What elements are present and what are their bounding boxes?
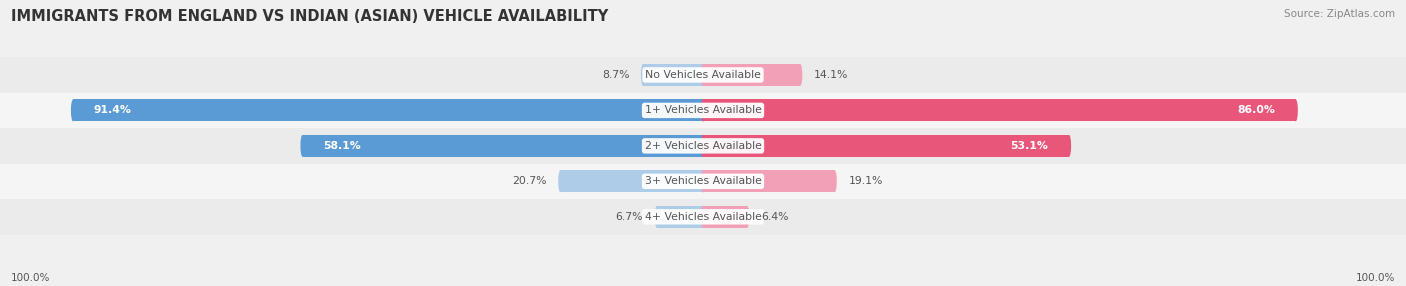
Circle shape — [700, 64, 706, 86]
Circle shape — [832, 170, 837, 192]
Circle shape — [700, 100, 706, 121]
Circle shape — [799, 64, 803, 86]
Text: 53.1%: 53.1% — [1011, 141, 1049, 151]
Circle shape — [641, 64, 645, 86]
Circle shape — [700, 206, 706, 228]
Circle shape — [655, 206, 659, 228]
Text: 19.1%: 19.1% — [848, 176, 883, 186]
Bar — [561, 170, 703, 192]
Text: 4+ Vehicles Available: 4+ Vehicles Available — [644, 212, 762, 222]
Bar — [657, 206, 703, 228]
Text: No Vehicles Available: No Vehicles Available — [645, 70, 761, 80]
Text: 20.7%: 20.7% — [512, 176, 547, 186]
Circle shape — [70, 100, 75, 121]
Bar — [302, 135, 703, 157]
Bar — [0, 199, 1406, 235]
Circle shape — [1294, 100, 1298, 121]
Bar — [703, 206, 747, 228]
Circle shape — [745, 206, 749, 228]
Bar — [703, 135, 1069, 157]
Text: 58.1%: 58.1% — [323, 141, 361, 151]
Circle shape — [700, 135, 706, 157]
Text: 100.0%: 100.0% — [1355, 273, 1395, 283]
Circle shape — [700, 206, 706, 228]
Bar — [0, 128, 1406, 164]
Bar — [0, 57, 1406, 93]
Bar — [0, 93, 1406, 128]
Text: 3+ Vehicles Available: 3+ Vehicles Available — [644, 176, 762, 186]
Circle shape — [301, 135, 305, 157]
Bar — [703, 170, 835, 192]
Text: 2+ Vehicles Available: 2+ Vehicles Available — [644, 141, 762, 151]
Text: 100.0%: 100.0% — [11, 273, 51, 283]
Bar — [73, 100, 703, 121]
Bar — [703, 64, 800, 86]
Circle shape — [700, 170, 706, 192]
Circle shape — [700, 64, 706, 86]
Text: 6.4%: 6.4% — [761, 212, 789, 222]
Circle shape — [558, 170, 562, 192]
Text: 14.1%: 14.1% — [814, 70, 848, 80]
Text: 8.7%: 8.7% — [602, 70, 630, 80]
Text: 6.7%: 6.7% — [616, 212, 643, 222]
Bar — [643, 64, 703, 86]
Text: IMMIGRANTS FROM ENGLAND VS INDIAN (ASIAN) VEHICLE AVAILABILITY: IMMIGRANTS FROM ENGLAND VS INDIAN (ASIAN… — [11, 9, 609, 23]
Text: 91.4%: 91.4% — [94, 106, 132, 115]
Text: Source: ZipAtlas.com: Source: ZipAtlas.com — [1284, 9, 1395, 19]
Circle shape — [700, 170, 706, 192]
Circle shape — [1067, 135, 1071, 157]
Bar — [0, 164, 1406, 199]
Bar — [703, 100, 1296, 121]
Text: 1+ Vehicles Available: 1+ Vehicles Available — [644, 106, 762, 115]
Circle shape — [700, 135, 706, 157]
Circle shape — [700, 100, 706, 121]
Text: 86.0%: 86.0% — [1237, 106, 1275, 115]
